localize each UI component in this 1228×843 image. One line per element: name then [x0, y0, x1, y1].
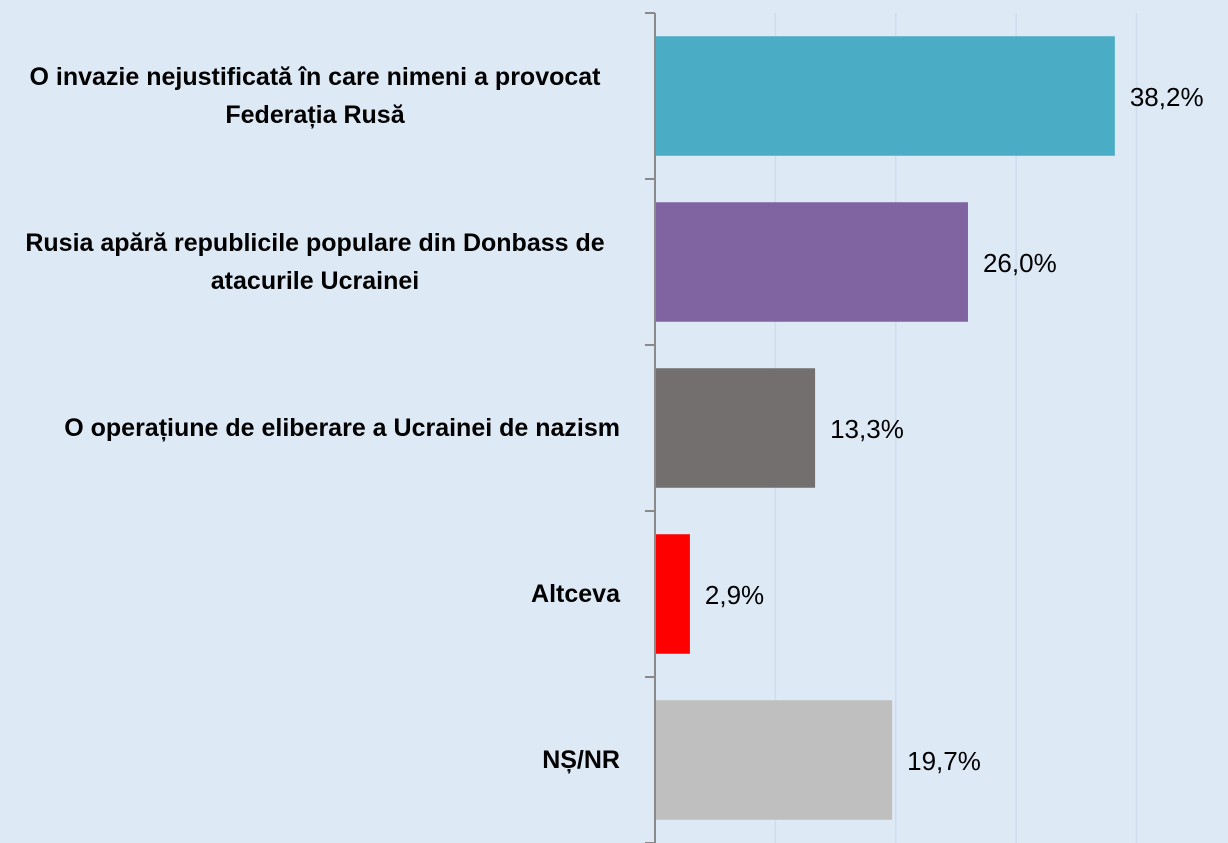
value-label: 13,3%: [830, 414, 904, 444]
category-label: O invazie nejustificată în care nimeni a…: [29, 63, 601, 129]
category-label-box: O operațiune de eliberare a Ucrainei de …: [0, 345, 620, 511]
value-label: 19,7%: [907, 746, 981, 776]
bar: [655, 534, 690, 654]
category-label: NȘ/NR: [542, 746, 620, 774]
bar: [655, 202, 968, 322]
category-label: O operațiune de eliberare a Ucrainei de …: [64, 414, 620, 442]
category-label-box: O invazie nejustificată în care nimeni a…: [0, 13, 620, 179]
category-label: Rusia apără republicile populare din Don…: [25, 229, 605, 295]
value-label: 26,0%: [983, 248, 1057, 278]
category-label: Altceva: [531, 580, 620, 608]
value-label: 38,2%: [1130, 82, 1204, 112]
bar: [655, 700, 893, 820]
value-label: 2,9%: [705, 580, 764, 610]
category-label-box: Rusia apără republicile populare din Don…: [0, 179, 620, 345]
category-label-box: NȘ/NR: [0, 677, 620, 843]
bar: [655, 368, 816, 488]
category-label-box: Altceva: [0, 511, 620, 677]
bar: [655, 36, 1115, 156]
